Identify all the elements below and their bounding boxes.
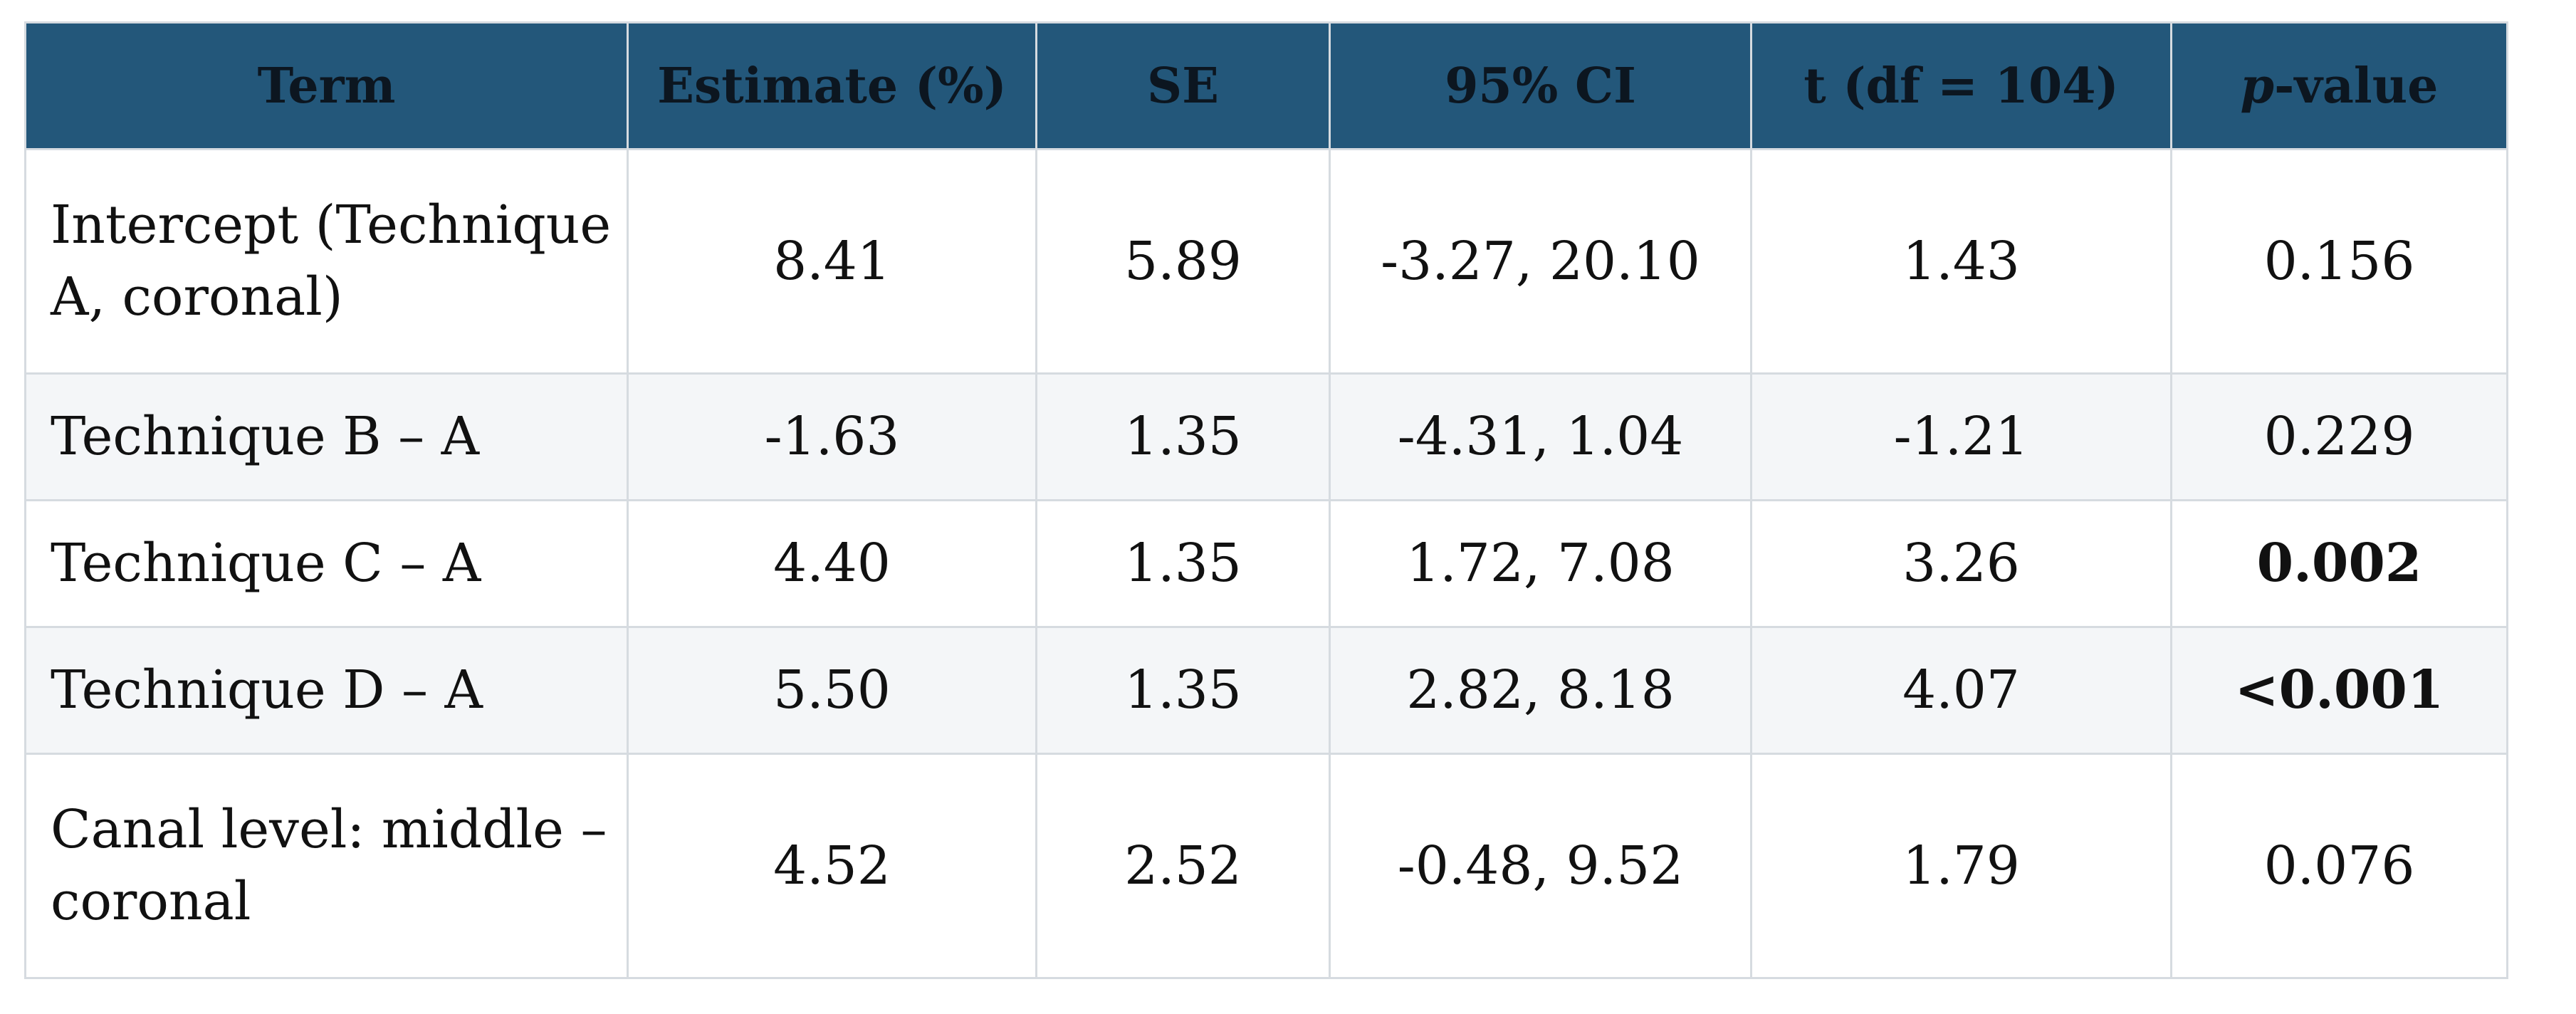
cell-p-value: 0.076 bbox=[2170, 753, 2508, 979]
cell-p-value-significant: <0.001 bbox=[2170, 626, 2508, 755]
header-se: SE bbox=[1035, 21, 1331, 150]
header-p-italic: p bbox=[2240, 57, 2275, 115]
cell-se: 2.52 bbox=[1035, 753, 1331, 979]
header-t: t (df = 104) bbox=[1750, 21, 2172, 150]
table-header: Term Estimate (%) SE 95% CI t (df = 104)… bbox=[24, 21, 2508, 150]
cell-t: 1.79 bbox=[1750, 753, 2172, 979]
cell-se: 1.35 bbox=[1035, 626, 1331, 755]
table-body: Intercept (Technique A, coronal) 8.41 5.… bbox=[24, 148, 2508, 979]
regression-table: Term Estimate (%) SE 95% CI t (df = 104)… bbox=[24, 21, 2508, 979]
cell-ci: 1.72, 7.08 bbox=[1329, 499, 1752, 628]
cell-p-value: 0.229 bbox=[2170, 372, 2508, 501]
header-ci: 95% CI bbox=[1329, 21, 1752, 150]
cell-estimate: -1.63 bbox=[627, 372, 1037, 501]
cell-t: 3.26 bbox=[1750, 499, 2172, 628]
cell-se: 1.35 bbox=[1035, 372, 1331, 501]
cell-t: 1.43 bbox=[1750, 148, 2172, 375]
cell-t: -1.21 bbox=[1750, 372, 2172, 501]
cell-ci: -4.31, 1.04 bbox=[1329, 372, 1752, 501]
cell-p-value: 0.156 bbox=[2170, 148, 2508, 375]
cell-estimate: 4.52 bbox=[627, 753, 1037, 979]
cell-t: 4.07 bbox=[1750, 626, 2172, 755]
table-row: Technique B – A -1.63 1.35 -4.31, 1.04 -… bbox=[24, 372, 2508, 501]
header-p-rest: -value bbox=[2274, 57, 2439, 115]
header-term: Term bbox=[24, 21, 629, 150]
header-row: Term Estimate (%) SE 95% CI t (df = 104)… bbox=[24, 21, 2508, 150]
cell-term: Technique C – A bbox=[24, 499, 629, 628]
regression-table-container: Term Estimate (%) SE 95% CI t (df = 104)… bbox=[24, 21, 2508, 979]
cell-ci: -0.48, 9.52 bbox=[1329, 753, 1752, 979]
cell-ci: 2.82, 8.18 bbox=[1329, 626, 1752, 755]
table-row: Technique C – A 4.40 1.35 1.72, 7.08 3.2… bbox=[24, 499, 2508, 628]
cell-se: 5.89 bbox=[1035, 148, 1331, 375]
header-p-value: p-value bbox=[2170, 21, 2508, 150]
table-row: Intercept (Technique A, coronal) 8.41 5.… bbox=[24, 148, 2508, 375]
cell-ci: -3.27, 20.10 bbox=[1329, 148, 1752, 375]
cell-estimate: 5.50 bbox=[627, 626, 1037, 755]
cell-se: 1.35 bbox=[1035, 499, 1331, 628]
cell-term: Technique D – A bbox=[24, 626, 629, 755]
cell-term: Canal level: middle – coronal bbox=[24, 753, 629, 979]
cell-term: Intercept (Technique A, coronal) bbox=[24, 148, 629, 375]
cell-term: Technique B – A bbox=[24, 372, 629, 501]
cell-estimate: 4.40 bbox=[627, 499, 1037, 628]
table-row: Canal level: middle – coronal 4.52 2.52 … bbox=[24, 753, 2508, 979]
cell-estimate: 8.41 bbox=[627, 148, 1037, 375]
header-estimate: Estimate (%) bbox=[627, 21, 1037, 150]
table-row: Technique D – A 5.50 1.35 2.82, 8.18 4.0… bbox=[24, 626, 2508, 755]
cell-p-value-significant: 0.002 bbox=[2170, 499, 2508, 628]
